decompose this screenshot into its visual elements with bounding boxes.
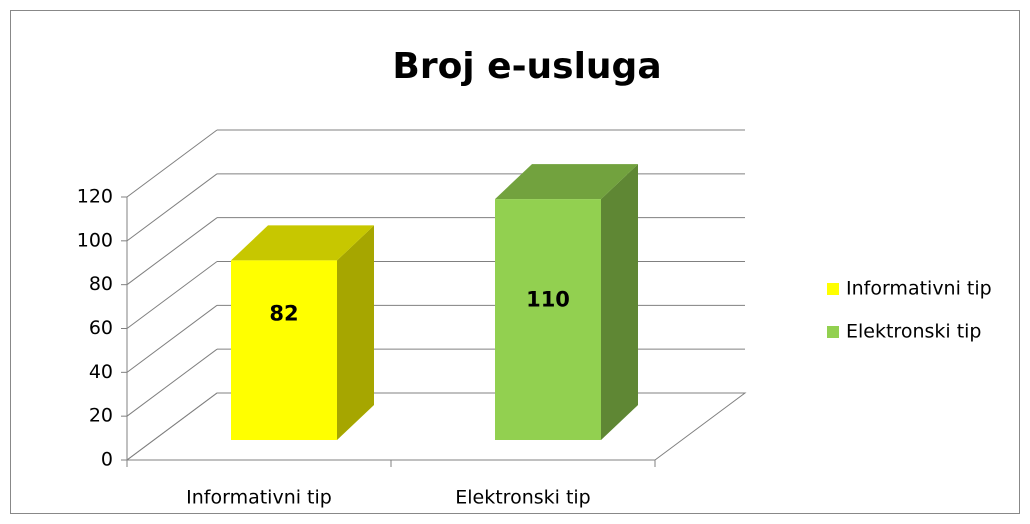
legend-swatch	[827, 283, 839, 295]
x-tick-label: Informativni tip	[186, 487, 332, 509]
bar-top	[495, 164, 638, 200]
grid-line	[126, 261, 218, 329]
bar-side	[601, 164, 638, 440]
grid-line	[126, 217, 218, 286]
bar-side-shade	[601, 164, 638, 440]
bar	[495, 199, 601, 440]
grid-line	[126, 348, 218, 417]
y-tick-label: 80	[89, 273, 113, 295]
grid-line	[126, 304, 218, 373]
y-tick-label: 40	[89, 361, 113, 383]
y-tick-label: 20	[89, 405, 113, 427]
chart-title: Broj e-usluga	[392, 46, 661, 87]
bar-side	[337, 225, 374, 440]
y-tick-label: 60	[89, 317, 113, 339]
grid-line	[126, 392, 218, 461]
legend-label: Elektronski tip	[846, 321, 982, 343]
bar-top	[231, 225, 374, 261]
data-label: 82	[269, 301, 298, 325]
x-tick-label: Elektronski tip	[455, 487, 591, 509]
data-label: 110	[526, 287, 570, 311]
bar-top-shade	[495, 164, 638, 200]
grid-line	[126, 173, 218, 242]
y-tick-label: 120	[77, 186, 113, 208]
legend-swatch	[827, 326, 839, 338]
y-tick-label: 0	[101, 449, 113, 471]
bar-side-shade	[337, 225, 374, 440]
bar	[231, 260, 337, 440]
y-tick-label: 100	[77, 229, 113, 251]
grid-line	[126, 129, 218, 198]
legend-label: Informativni tip	[846, 278, 992, 300]
bar-top-shade	[231, 225, 374, 261]
